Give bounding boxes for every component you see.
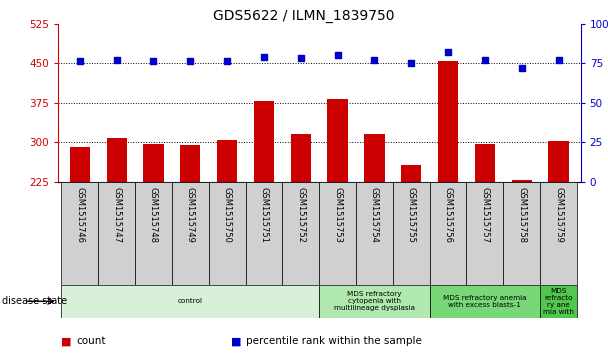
Point — [259, 54, 269, 60]
FancyBboxPatch shape — [319, 285, 430, 318]
Text: GSM1515751: GSM1515751 — [260, 187, 269, 242]
FancyBboxPatch shape — [540, 285, 577, 318]
Point — [333, 52, 342, 58]
FancyBboxPatch shape — [246, 182, 282, 285]
Text: MDS refractory
cytopenia with
multilineage dysplasia: MDS refractory cytopenia with multilinea… — [334, 291, 415, 311]
FancyBboxPatch shape — [98, 182, 135, 285]
FancyBboxPatch shape — [319, 182, 356, 285]
Text: GSM1515755: GSM1515755 — [407, 187, 416, 242]
Text: GSM1515757: GSM1515757 — [480, 187, 489, 243]
Bar — [401, 165, 421, 182]
Text: ■: ■ — [231, 336, 241, 346]
Text: percentile rank within the sample: percentile rank within the sample — [246, 336, 422, 346]
FancyBboxPatch shape — [430, 285, 540, 318]
Text: GSM1515759: GSM1515759 — [554, 187, 563, 242]
Bar — [106, 138, 127, 182]
Text: GSM1515753: GSM1515753 — [333, 187, 342, 243]
FancyBboxPatch shape — [282, 182, 319, 285]
Point — [75, 58, 85, 64]
Text: count: count — [76, 336, 106, 346]
Point — [296, 56, 306, 61]
FancyBboxPatch shape — [61, 182, 98, 285]
FancyBboxPatch shape — [61, 285, 319, 318]
FancyBboxPatch shape — [135, 182, 172, 285]
Text: GSM1515748: GSM1515748 — [149, 187, 158, 243]
Point — [370, 57, 379, 63]
Text: GDS5622 / ILMN_1839750: GDS5622 / ILMN_1839750 — [213, 9, 395, 23]
Bar — [364, 134, 384, 182]
Bar — [143, 144, 164, 182]
Point — [185, 58, 195, 64]
Text: control: control — [178, 298, 203, 304]
Point — [112, 57, 122, 63]
Text: GSM1515746: GSM1515746 — [75, 187, 85, 243]
Bar — [180, 145, 201, 182]
Point — [406, 60, 416, 66]
Text: ■: ■ — [61, 336, 71, 346]
Point — [443, 49, 453, 55]
Bar — [70, 147, 90, 182]
FancyBboxPatch shape — [430, 182, 466, 285]
Bar — [254, 101, 274, 182]
FancyBboxPatch shape — [393, 182, 430, 285]
Point — [554, 57, 564, 63]
Point — [517, 65, 527, 71]
Bar — [475, 144, 495, 182]
Text: MDS
refracto
ry ane
mia with: MDS refracto ry ane mia with — [543, 288, 574, 315]
Bar — [291, 134, 311, 182]
Bar — [217, 140, 237, 182]
Text: GSM1515756: GSM1515756 — [444, 187, 452, 243]
Point — [223, 58, 232, 64]
Bar — [548, 141, 568, 182]
Bar — [328, 99, 348, 182]
Text: GSM1515752: GSM1515752 — [296, 187, 305, 242]
Point — [148, 58, 158, 64]
Text: disease state: disease state — [2, 296, 67, 306]
Text: GSM1515754: GSM1515754 — [370, 187, 379, 242]
Text: GSM1515749: GSM1515749 — [186, 187, 195, 242]
FancyBboxPatch shape — [466, 182, 503, 285]
Text: GSM1515758: GSM1515758 — [517, 187, 526, 243]
Bar — [511, 180, 532, 182]
FancyBboxPatch shape — [209, 182, 246, 285]
Text: MDS refractory anemia
with excess blasts-1: MDS refractory anemia with excess blasts… — [443, 295, 527, 308]
FancyBboxPatch shape — [540, 182, 577, 285]
FancyBboxPatch shape — [356, 182, 393, 285]
Text: GSM1515747: GSM1515747 — [112, 187, 121, 243]
FancyBboxPatch shape — [503, 182, 540, 285]
FancyBboxPatch shape — [172, 182, 209, 285]
Point — [480, 57, 490, 63]
Bar — [438, 61, 458, 182]
Text: GSM1515750: GSM1515750 — [223, 187, 232, 242]
